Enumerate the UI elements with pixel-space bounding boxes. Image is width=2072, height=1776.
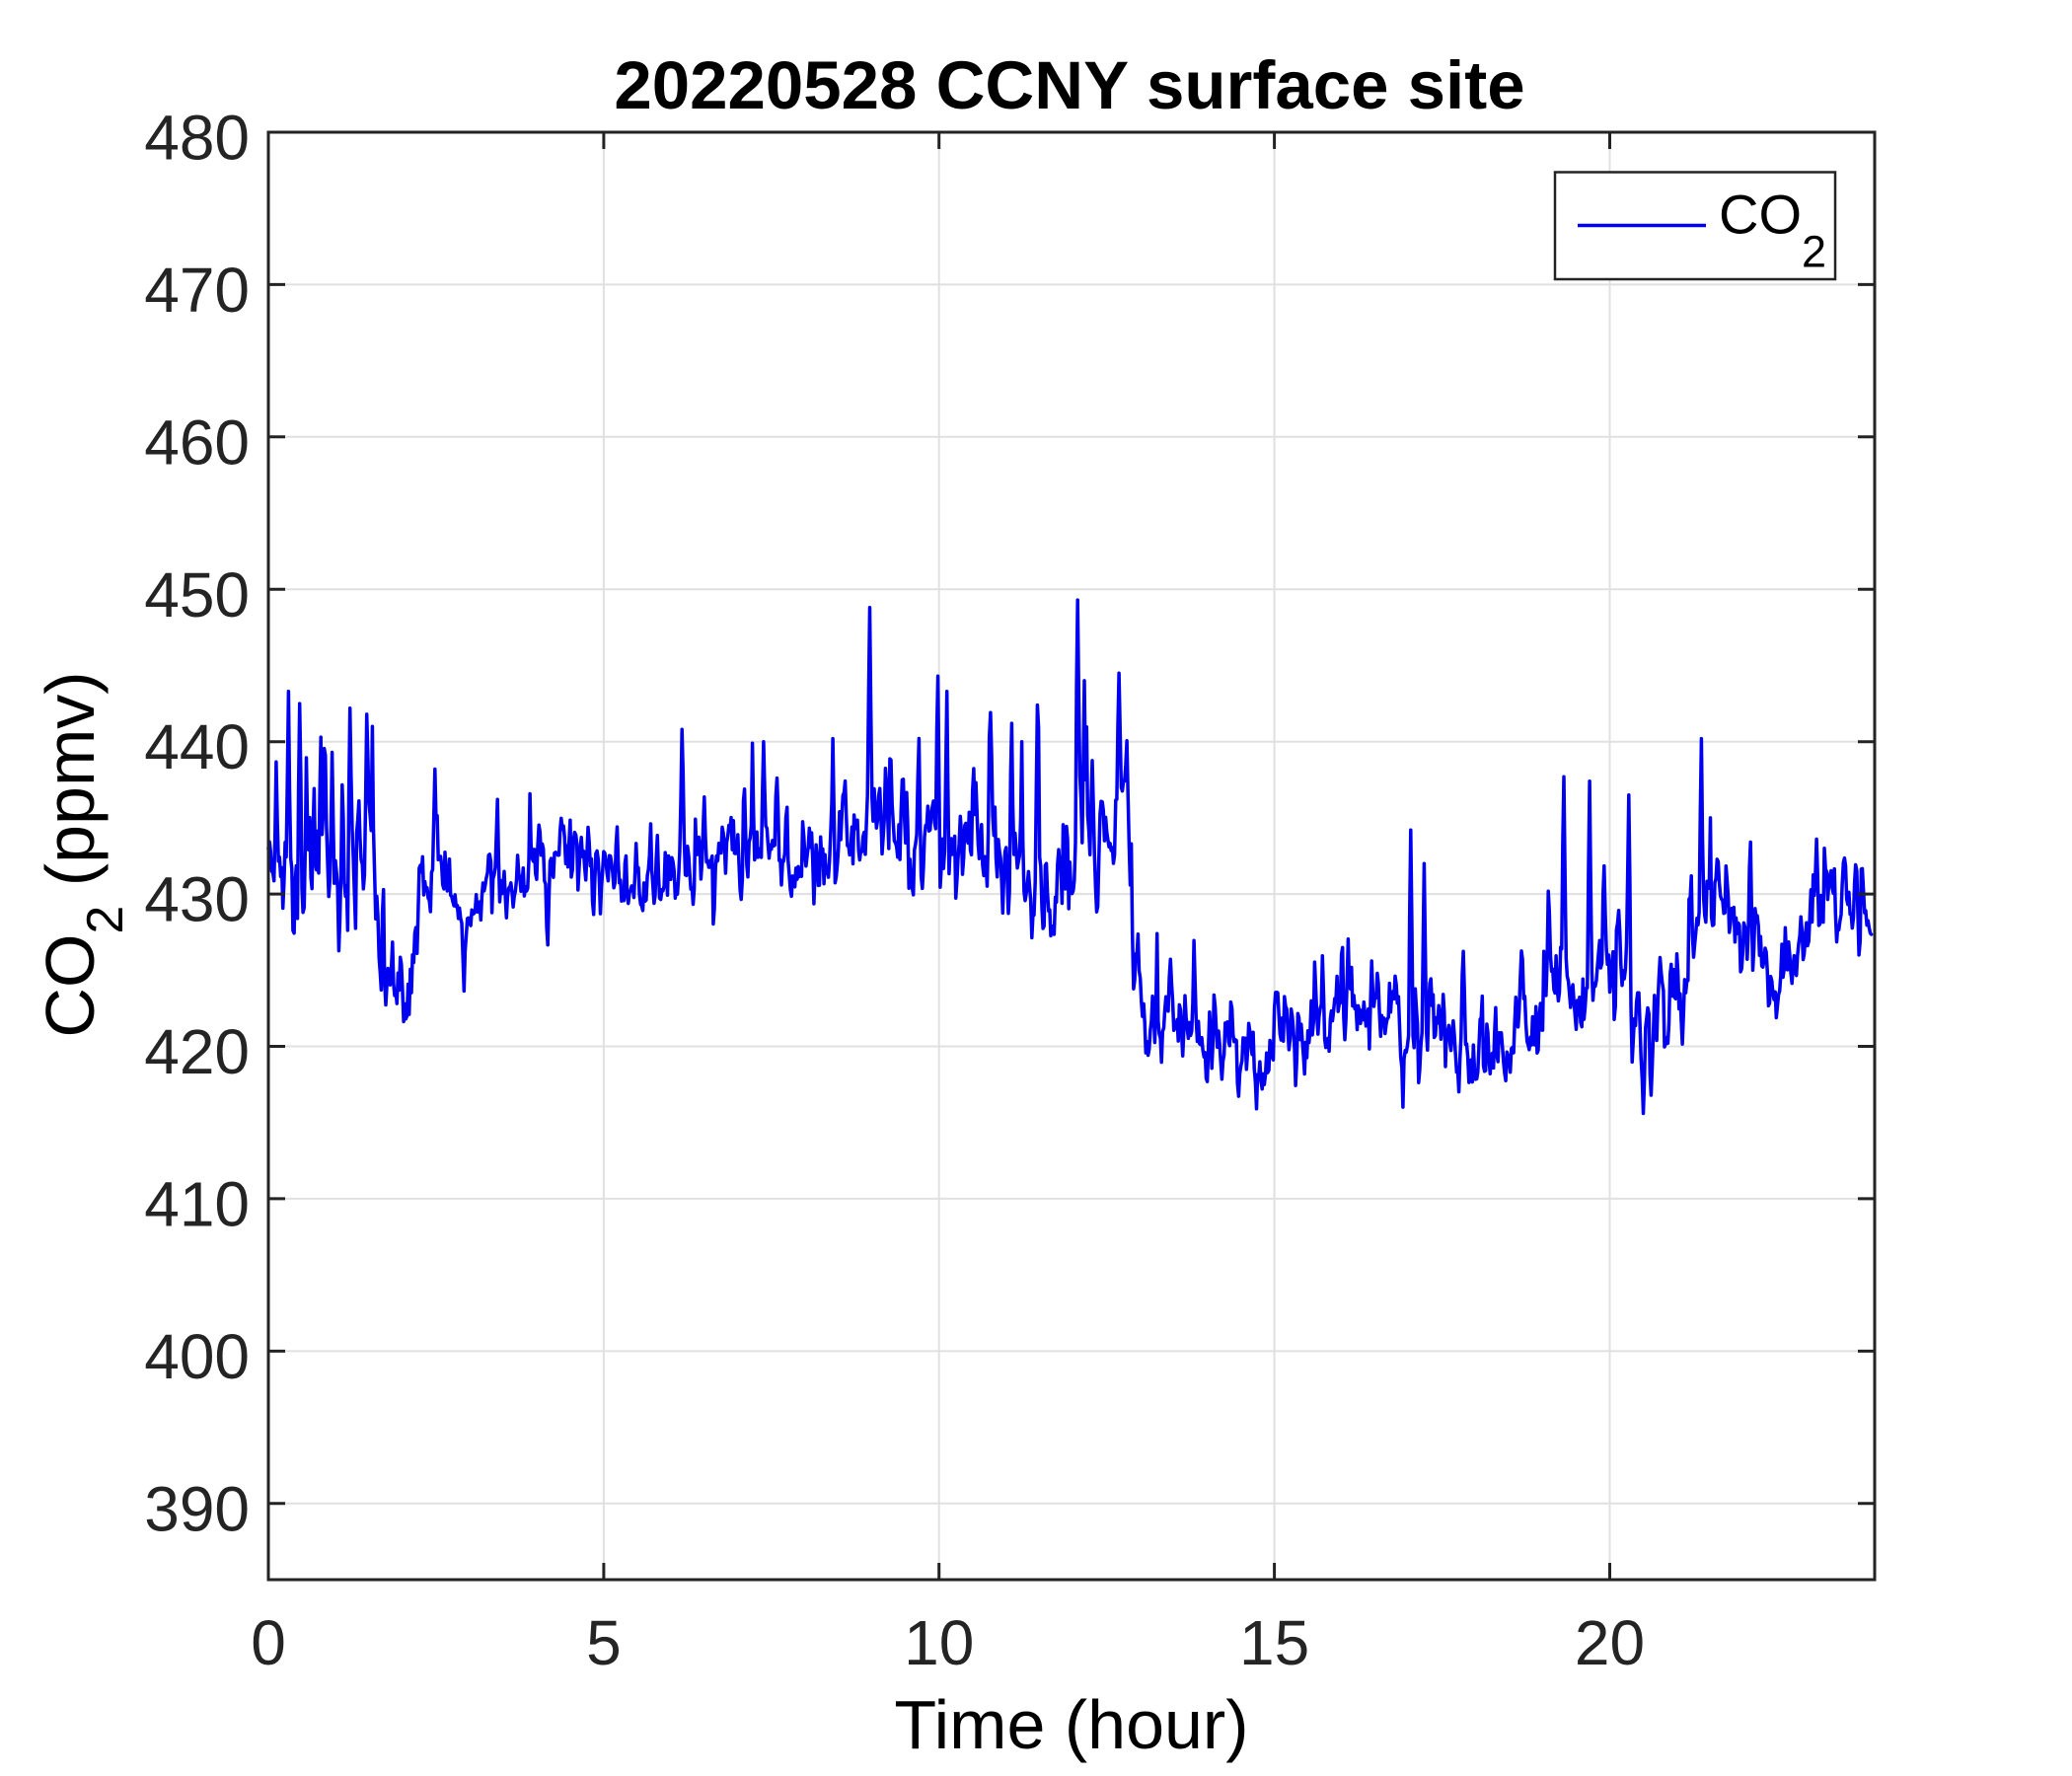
svg-text:460: 460 xyxy=(144,407,250,478)
svg-text:480: 480 xyxy=(144,103,250,174)
svg-text:20220528 CCNY surface site: 20220528 CCNY surface site xyxy=(614,47,1524,123)
svg-text:0: 0 xyxy=(251,1607,286,1678)
svg-text:450: 450 xyxy=(144,559,250,630)
svg-text:430: 430 xyxy=(144,864,250,935)
svg-text:400: 400 xyxy=(144,1321,250,1392)
svg-text:390: 390 xyxy=(144,1473,250,1544)
svg-text:20: 20 xyxy=(1575,1607,1645,1678)
svg-text:10: 10 xyxy=(904,1607,974,1678)
svg-text:Time (hour): Time (hour) xyxy=(894,1686,1248,1763)
svg-text:420: 420 xyxy=(144,1016,250,1087)
svg-text:410: 410 xyxy=(144,1168,250,1239)
svg-text:15: 15 xyxy=(1239,1607,1309,1678)
svg-text:440: 440 xyxy=(144,711,250,782)
svg-text:470: 470 xyxy=(144,255,250,326)
svg-text:5: 5 xyxy=(586,1607,622,1678)
